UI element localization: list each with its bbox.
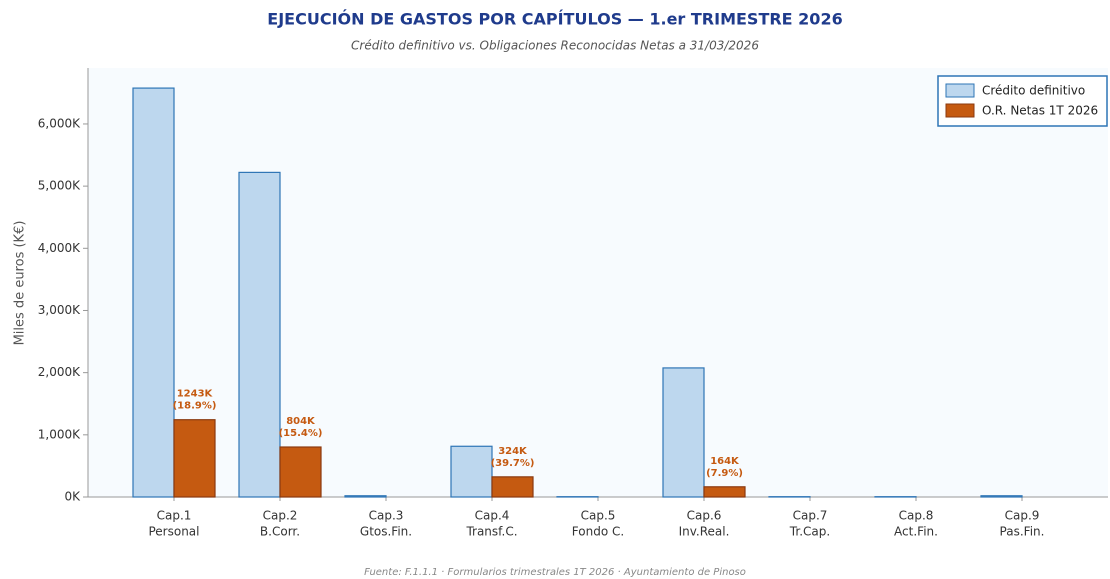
legend-swatch	[945, 83, 975, 98]
y-tick-label: 2,000K	[38, 365, 81, 379]
bar	[703, 486, 746, 498]
value-label: (18.9%)	[173, 401, 217, 412]
value-label: (39.7%)	[491, 458, 535, 469]
bar	[344, 495, 387, 498]
y-tick-label: 5,000K	[38, 179, 81, 193]
value-label: 1243K	[177, 389, 214, 400]
x-tick-label: Personal	[148, 525, 199, 539]
x-tick-label: Tr.Cap.	[789, 525, 830, 539]
bar	[238, 171, 281, 498]
chart-title: EJECUCIÓN DE GASTOS POR CAPÍTULOS — 1.er…	[267, 10, 842, 29]
value-label: 324K	[498, 446, 528, 457]
bar	[279, 446, 322, 498]
x-tick-label: Gtos.Fin.	[360, 525, 412, 539]
value-label: 804K	[286, 416, 316, 427]
x-tick-label: Fondo C.	[572, 525, 624, 539]
x-tick-label: Cap.7	[793, 509, 828, 523]
y-tick-label: 0K	[64, 490, 81, 504]
x-tick-label: Cap.9	[1005, 509, 1040, 523]
bar	[491, 476, 534, 498]
x-tick-label: Cap.6	[687, 509, 722, 523]
value-label: 164K	[710, 456, 740, 467]
x-tick-label: Cap.5	[581, 509, 616, 523]
x-tick-label: Pas.Fin.	[1000, 525, 1045, 539]
x-tick-label: B.Corr.	[260, 525, 300, 539]
chart-subtitle: Crédito definitivo vs. Obligaciones Reco…	[351, 39, 759, 53]
legend-label: O.R. Netas 1T 2026	[982, 104, 1098, 118]
y-axis-label: Miles de euros (K€)	[13, 221, 28, 346]
bar	[173, 419, 216, 498]
x-tick-label: Act.Fin.	[894, 525, 938, 539]
x-tick-label: Cap.8	[899, 509, 934, 523]
x-tick-label: Cap.4	[475, 509, 510, 523]
value-label: (15.4%)	[279, 428, 323, 439]
x-tick-label: Cap.1	[157, 509, 192, 523]
x-tick-label: Cap.2	[263, 509, 298, 523]
bar	[980, 495, 1023, 498]
x-tick-label: Cap.3	[369, 509, 404, 523]
legend-swatch	[945, 103, 975, 118]
bar	[132, 87, 175, 498]
x-tick-label: Transf.C.	[465, 525, 517, 539]
y-tick-label: 6,000K	[38, 116, 81, 130]
x-tick-label: Inv.Real.	[679, 525, 730, 539]
value-label: (7.9%)	[706, 468, 743, 479]
bar	[662, 367, 705, 498]
y-tick-label: 3,000K	[38, 303, 81, 317]
legend-label: Crédito definitivo	[982, 84, 1085, 98]
bar	[450, 445, 493, 498]
footer: Fuente: F.1.1.1 · Formularios trimestral…	[364, 567, 746, 578]
y-tick-label: 4,000K	[38, 241, 81, 255]
y-tick-label: 1,000K	[38, 427, 81, 441]
